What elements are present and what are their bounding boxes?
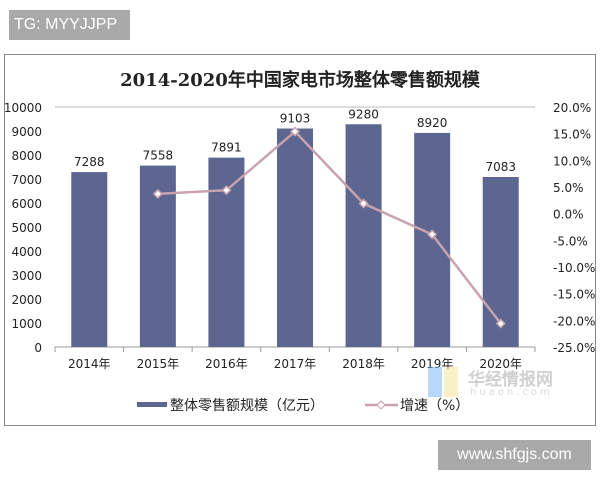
chart-frame — [4, 54, 596, 426]
left-tick-label: 6000 — [11, 197, 42, 211]
growth-point — [221, 185, 232, 196]
growth-point — [358, 198, 369, 209]
left-tick-label: 0 — [34, 341, 42, 355]
legend-bar-label: 整体零售额规模（亿元） — [170, 398, 324, 414]
legend-line-marker — [376, 400, 386, 410]
left-tick-label: 9000 — [11, 125, 42, 139]
legend-bar-swatch — [137, 402, 167, 407]
bar-data-label: 9103 — [280, 112, 311, 126]
left-tick-label: 1000 — [11, 317, 42, 331]
growth-point — [289, 126, 301, 137]
right-tick-label: -15.0% — [553, 288, 595, 302]
site-watermark: www.shfgjs.com — [438, 440, 591, 470]
x-tick-label: 2017年 — [274, 357, 317, 371]
right-tick-label: 15.0% — [553, 128, 591, 142]
right-tick-label: 5.0% — [553, 181, 584, 195]
right-tick-label: 20.0% — [553, 101, 591, 115]
x-tick-label: 2019年 — [411, 357, 454, 371]
right-tick-label: -5.0% — [553, 234, 588, 248]
right-tick-label: -20.0% — [553, 314, 595, 328]
x-tick-label: 2016年 — [205, 357, 248, 371]
x-tick-label: 2018年 — [342, 357, 385, 371]
bar-data-label: 8920 — [417, 116, 448, 130]
chart-title: 2014-2020年中国家电市场整体零售额规模 — [120, 69, 481, 91]
bar-data-label: 7288 — [74, 155, 105, 169]
growth-point — [152, 188, 163, 199]
bar — [345, 124, 382, 347]
x-tick-label: 2015年 — [137, 357, 180, 371]
bar-data-label: 7891 — [211, 141, 242, 155]
left-tick-label: 4000 — [11, 245, 42, 259]
right-tick-label: -10.0% — [553, 261, 595, 275]
legend-line-label: 增速（%） — [400, 398, 469, 414]
right-tick-label: 10.0% — [553, 154, 591, 168]
bar — [277, 128, 313, 347]
bar-data-label: 9280 — [348, 107, 379, 121]
left-tick-label: 10000 — [4, 101, 42, 115]
growth-line — [157, 129, 502, 325]
left-tick-label: 7000 — [11, 173, 42, 187]
left-tick-label: 5000 — [11, 221, 42, 235]
right-tick-label: -25.0% — [553, 341, 595, 355]
x-tick-label: 2020年 — [479, 357, 522, 371]
left-tick-label: 8000 — [11, 149, 42, 163]
bar — [414, 132, 451, 347]
growth-point — [495, 318, 506, 329]
left-tick-label: 3000 — [11, 269, 42, 283]
bar — [71, 172, 108, 347]
bar-data-label: 7083 — [485, 160, 516, 174]
x-tick-label: 2014年 — [68, 357, 111, 371]
bar-data-label: 7558 — [143, 149, 174, 163]
left-tick-label: 2000 — [11, 293, 42, 307]
right-tick-label: 0.0% — [553, 208, 584, 222]
tag-watermark: TG: MYYJJPP — [9, 10, 130, 40]
growth-point — [427, 229, 438, 240]
